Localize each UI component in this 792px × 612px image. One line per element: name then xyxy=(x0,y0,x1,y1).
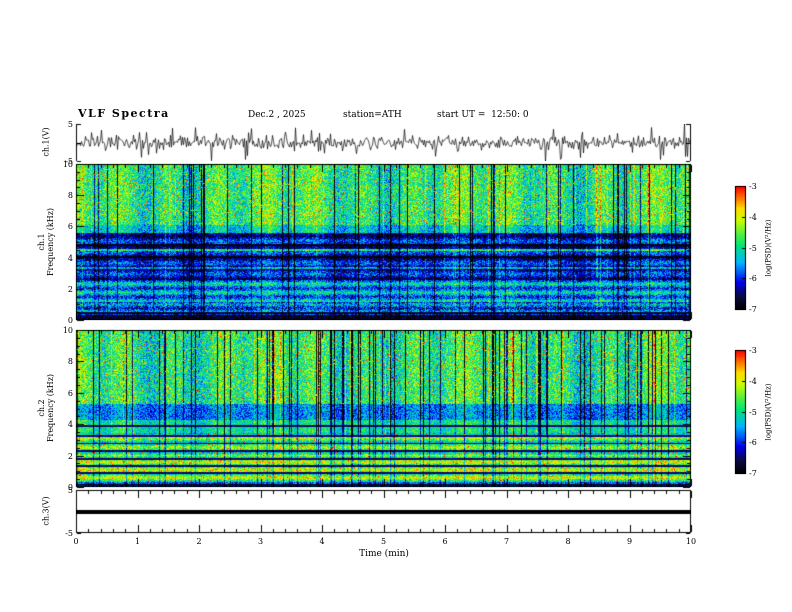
y-axis-tick-label: 8 xyxy=(67,357,73,367)
x-axis-tick-label: 10 xyxy=(685,537,697,546)
y-axis-tick-label: 2 xyxy=(67,451,73,461)
colorbar-tick-label: -6 xyxy=(749,274,757,284)
ch2-label-line1: ch.2 xyxy=(37,399,46,417)
colorbar-tick-label: -7 xyxy=(749,305,757,314)
ch1-label-line2: Frequency (kHz) xyxy=(46,207,55,277)
x-axis-tick-label: 7 xyxy=(503,537,510,546)
y-axis-tick-label: 8 xyxy=(67,191,73,201)
colorbar-tick-label: -4 xyxy=(749,376,757,386)
y-axis-tick-label: 6 xyxy=(67,222,73,232)
ch2-frequency-axis-label: ch.2 Frequency (kHz) xyxy=(37,374,55,442)
colorbar-1-label: log(PSD)(V²/Hz) xyxy=(764,219,773,277)
y-axis-tick-label: 5 xyxy=(67,486,73,495)
x-axis-tick-label: 9 xyxy=(626,537,633,546)
y-axis-tick-label: -5 xyxy=(65,529,73,538)
x-axis-tick-label: 6 xyxy=(442,537,448,546)
y-axis-tick-label: 5 xyxy=(67,120,73,129)
x-axis-tick-label: 1 xyxy=(134,537,141,546)
colorbar-tick-label: -6 xyxy=(749,438,757,448)
y-axis-tick-label: 4 xyxy=(67,420,73,430)
plot-start-ut: start UT = 12:50: 0 xyxy=(437,110,529,120)
y-axis-tick-label: 6 xyxy=(67,388,73,398)
x-axis-tick-label: 4 xyxy=(319,537,325,546)
colorbar-tick-label: -4 xyxy=(749,212,757,222)
ch1-voltage-axis-label: ch.1(V) xyxy=(41,127,51,157)
y-axis-tick-label: 2 xyxy=(67,284,73,294)
colorbar-tick-label: -5 xyxy=(749,243,757,253)
plot-date: Dec.2 , 2025 xyxy=(248,110,306,120)
x-axis-tick-label: 3 xyxy=(257,537,264,546)
colorbar-tick-label: -3 xyxy=(749,182,757,191)
y-axis-tick-label: 10 xyxy=(62,160,73,169)
x-axis-tick-label: 8 xyxy=(565,537,571,546)
x-axis-tick-label: 0 xyxy=(73,537,79,546)
y-axis-tick-label: 0 xyxy=(67,483,73,492)
colorbar-tick-label: -7 xyxy=(749,469,757,478)
y-axis-tick-label: 0 xyxy=(67,316,73,325)
y-axis-tick-label: -5 xyxy=(65,157,73,166)
y-axis-tick-label: 10 xyxy=(62,326,73,335)
plot-station: station=ATH xyxy=(343,110,402,120)
plot-title: VLF Spectra xyxy=(78,107,170,120)
colorbar-2-label: log(PSD)(V²/Hz) xyxy=(764,383,773,441)
ch3-voltage-axis-label: ch.3(V) xyxy=(41,496,51,526)
x-axis-tick-label: 5 xyxy=(380,537,387,546)
ch1-frequency-axis-label: ch.1 Frequency (kHz) xyxy=(37,208,55,276)
y-axis-tick-label: 4 xyxy=(67,253,73,263)
colorbar-tick-label: -5 xyxy=(749,407,757,417)
x-axis-tick-label: 2 xyxy=(196,537,202,546)
ch1-label-line1: ch.1 xyxy=(37,233,46,251)
ch2-label-line2: Frequency (kHz) xyxy=(46,373,55,443)
colorbar-tick-label: -3 xyxy=(749,346,757,355)
time-axis-label: Time (min) xyxy=(359,549,409,559)
